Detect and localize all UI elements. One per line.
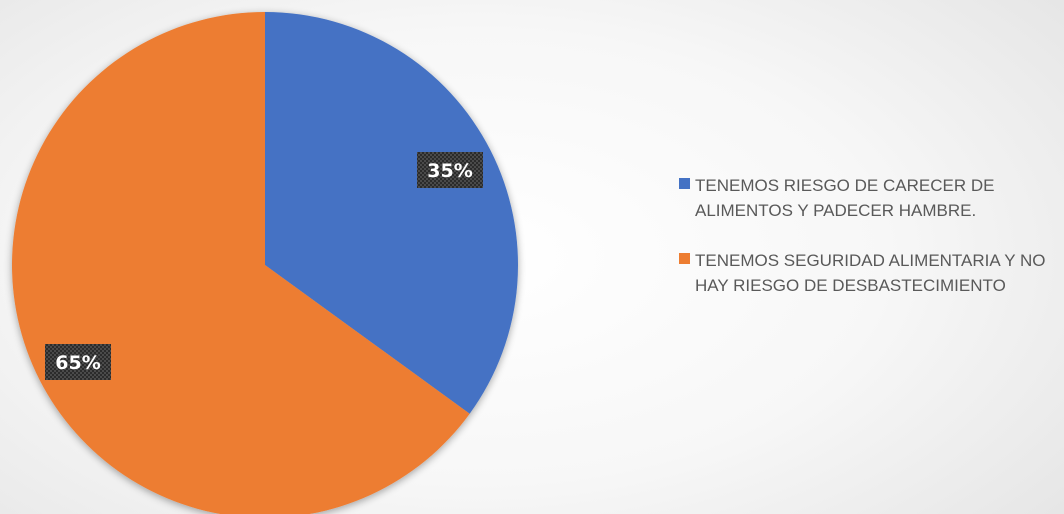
legend-label-seguridad: TENEMOS SEGURIDAD ALIMENTARIA Y NO HAY R… (695, 251, 1046, 295)
data-label-box-riesgo (417, 152, 483, 188)
data-label-seguridad: 65% (55, 352, 100, 374)
legend-swatch-seguridad (679, 253, 690, 264)
legend-swatch-riesgo (679, 178, 690, 189)
legend-item-riesgo: TENEMOS RIESGO DE CARECER DE ALIMENTOS Y… (679, 173, 1064, 223)
legend: TENEMOS RIESGO DE CARECER DE ALIMENTOS Y… (679, 173, 1064, 323)
legend-item-seguridad: TENEMOS SEGURIDAD ALIMENTARIA Y NO HAY R… (679, 248, 1064, 298)
legend-label-riesgo: TENEMOS RIESGO DE CARECER DE ALIMENTOS Y… (695, 176, 995, 220)
data-label-box-seguridad (45, 344, 111, 380)
data-label-riesgo: 35% (427, 160, 472, 182)
pie-slice-riesgo (265, 12, 518, 414)
pie-slice-seguridad (11, 12, 470, 514)
